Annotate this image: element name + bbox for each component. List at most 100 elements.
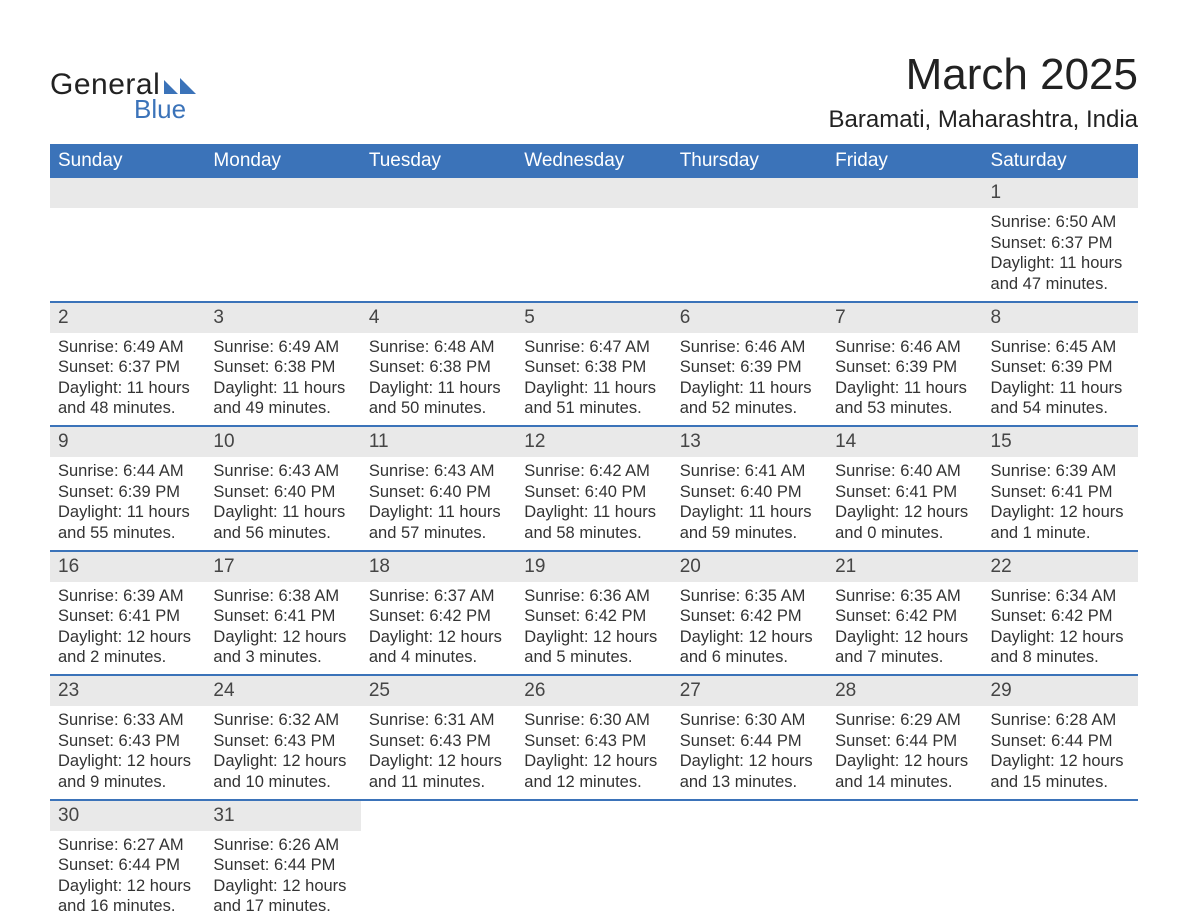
- day-d2: and 0 minutes.: [835, 523, 974, 544]
- day-content: Sunrise: 6:42 AMSunset: 6:40 PMDaylight:…: [516, 457, 671, 550]
- day-d1: Daylight: 11 hours: [369, 502, 508, 523]
- day-number: 9: [50, 427, 205, 457]
- calendar-cell: 18Sunrise: 6:37 AMSunset: 6:42 PMDayligh…: [361, 551, 516, 676]
- day-number: 26: [516, 676, 671, 706]
- day-content: Sunrise: 6:31 AMSunset: 6:43 PMDaylight:…: [361, 706, 516, 799]
- day-sunrise: Sunrise: 6:28 AM: [991, 710, 1130, 731]
- day-content: Sunrise: 6:47 AMSunset: 6:38 PMDaylight:…: [516, 333, 671, 426]
- day-d2: and 54 minutes.: [991, 398, 1130, 419]
- day-d2: and 1 minute.: [991, 523, 1130, 544]
- day-d2: and 2 minutes.: [58, 647, 197, 668]
- calendar-cell: 26Sunrise: 6:30 AMSunset: 6:43 PMDayligh…: [516, 675, 671, 800]
- calendar-cell: [827, 800, 982, 923]
- day-d2: and 16 minutes.: [58, 896, 197, 917]
- day-number: 6: [672, 303, 827, 333]
- day-d2: and 7 minutes.: [835, 647, 974, 668]
- day-number: 23: [50, 676, 205, 706]
- day-number: 21: [827, 552, 982, 582]
- col-sunday: Sunday: [50, 144, 205, 178]
- calendar-cell: 16Sunrise: 6:39 AMSunset: 6:41 PMDayligh…: [50, 551, 205, 676]
- day-number: 13: [672, 427, 827, 457]
- day-d2: and 13 minutes.: [680, 772, 819, 793]
- calendar-cell: 5Sunrise: 6:47 AMSunset: 6:38 PMDaylight…: [516, 302, 671, 427]
- day-content: Sunrise: 6:39 AMSunset: 6:41 PMDaylight:…: [50, 582, 205, 675]
- day-sunset: Sunset: 6:39 PM: [835, 357, 974, 378]
- day-d1: Daylight: 11 hours: [58, 502, 197, 523]
- day-d2: and 12 minutes.: [524, 772, 663, 793]
- day-number: 11: [361, 427, 516, 457]
- day-sunrise: Sunrise: 6:42 AM: [524, 461, 663, 482]
- day-sunset: Sunset: 6:37 PM: [58, 357, 197, 378]
- day-d1: Daylight: 12 hours: [58, 627, 197, 648]
- calendar-cell: 10Sunrise: 6:43 AMSunset: 6:40 PMDayligh…: [205, 426, 360, 551]
- day-sunset: Sunset: 6:40 PM: [680, 482, 819, 503]
- title-block: March 2025 Baramati, Maharashtra, India: [829, 50, 1138, 134]
- day-d2: and 4 minutes.: [369, 647, 508, 668]
- day-number: 3: [205, 303, 360, 333]
- day-sunrise: Sunrise: 6:30 AM: [524, 710, 663, 731]
- col-wednesday: Wednesday: [516, 144, 671, 178]
- day-sunrise: Sunrise: 6:43 AM: [213, 461, 352, 482]
- day-number: 10: [205, 427, 360, 457]
- calendar-cell: [516, 178, 671, 302]
- day-content: [50, 208, 205, 278]
- day-content: Sunrise: 6:29 AMSunset: 6:44 PMDaylight:…: [827, 706, 982, 799]
- day-d2: and 52 minutes.: [680, 398, 819, 419]
- day-sunset: Sunset: 6:43 PM: [58, 731, 197, 752]
- day-number: 31: [205, 801, 360, 831]
- day-content: Sunrise: 6:44 AMSunset: 6:39 PMDaylight:…: [50, 457, 205, 550]
- day-number: 17: [205, 552, 360, 582]
- day-content: [361, 208, 516, 278]
- day-sunrise: Sunrise: 6:38 AM: [213, 586, 352, 607]
- calendar-cell: 21Sunrise: 6:35 AMSunset: 6:42 PMDayligh…: [827, 551, 982, 676]
- day-sunrise: Sunrise: 6:37 AM: [369, 586, 508, 607]
- calendar-cell: 14Sunrise: 6:40 AMSunset: 6:41 PMDayligh…: [827, 426, 982, 551]
- day-number: [50, 178, 205, 208]
- calendar-cell: 17Sunrise: 6:38 AMSunset: 6:41 PMDayligh…: [205, 551, 360, 676]
- calendar-cell: 4Sunrise: 6:48 AMSunset: 6:38 PMDaylight…: [361, 302, 516, 427]
- day-number: 4: [361, 303, 516, 333]
- day-number: 19: [516, 552, 671, 582]
- day-d2: and 55 minutes.: [58, 523, 197, 544]
- col-friday: Friday: [827, 144, 982, 178]
- day-sunrise: Sunrise: 6:49 AM: [58, 337, 197, 358]
- day-d1: Daylight: 12 hours: [58, 751, 197, 772]
- day-d1: Daylight: 11 hours: [58, 378, 197, 399]
- day-sunset: Sunset: 6:39 PM: [58, 482, 197, 503]
- logo: General Blue: [50, 50, 196, 122]
- day-content: Sunrise: 6:38 AMSunset: 6:41 PMDaylight:…: [205, 582, 360, 675]
- calendar-cell: 29Sunrise: 6:28 AMSunset: 6:44 PMDayligh…: [983, 675, 1138, 800]
- day-d2: and 8 minutes.: [991, 647, 1130, 668]
- day-sunrise: Sunrise: 6:35 AM: [680, 586, 819, 607]
- day-sunrise: Sunrise: 6:29 AM: [835, 710, 974, 731]
- day-sunset: Sunset: 6:40 PM: [524, 482, 663, 503]
- calendar-cell: 13Sunrise: 6:41 AMSunset: 6:40 PMDayligh…: [672, 426, 827, 551]
- day-number: 14: [827, 427, 982, 457]
- day-d1: Daylight: 12 hours: [369, 627, 508, 648]
- location-subtitle: Baramati, Maharashtra, India: [829, 106, 1138, 134]
- day-number: 7: [827, 303, 982, 333]
- day-sunset: Sunset: 6:42 PM: [991, 606, 1130, 627]
- day-number: 22: [983, 552, 1138, 582]
- day-sunrise: Sunrise: 6:34 AM: [991, 586, 1130, 607]
- day-content: [205, 208, 360, 278]
- calendar-table: Sunday Monday Tuesday Wednesday Thursday…: [50, 144, 1138, 923]
- day-sunrise: Sunrise: 6:32 AM: [213, 710, 352, 731]
- calendar-cell: [827, 178, 982, 302]
- day-d1: Daylight: 12 hours: [835, 627, 974, 648]
- day-sunset: Sunset: 6:42 PM: [680, 606, 819, 627]
- day-sunset: Sunset: 6:43 PM: [524, 731, 663, 752]
- day-sunrise: Sunrise: 6:46 AM: [680, 337, 819, 358]
- calendar-cell: 22Sunrise: 6:34 AMSunset: 6:42 PMDayligh…: [983, 551, 1138, 676]
- day-content: Sunrise: 6:40 AMSunset: 6:41 PMDaylight:…: [827, 457, 982, 550]
- day-content: Sunrise: 6:43 AMSunset: 6:40 PMDaylight:…: [361, 457, 516, 550]
- calendar-cell: [50, 178, 205, 302]
- day-d2: and 53 minutes.: [835, 398, 974, 419]
- day-content: Sunrise: 6:26 AMSunset: 6:44 PMDaylight:…: [205, 831, 360, 923]
- calendar-cell: [205, 178, 360, 302]
- day-d2: and 14 minutes.: [835, 772, 974, 793]
- day-d1: Daylight: 12 hours: [213, 876, 352, 897]
- day-sunrise: Sunrise: 6:50 AM: [991, 212, 1130, 233]
- calendar-cell: 31Sunrise: 6:26 AMSunset: 6:44 PMDayligh…: [205, 800, 360, 923]
- day-number: 2: [50, 303, 205, 333]
